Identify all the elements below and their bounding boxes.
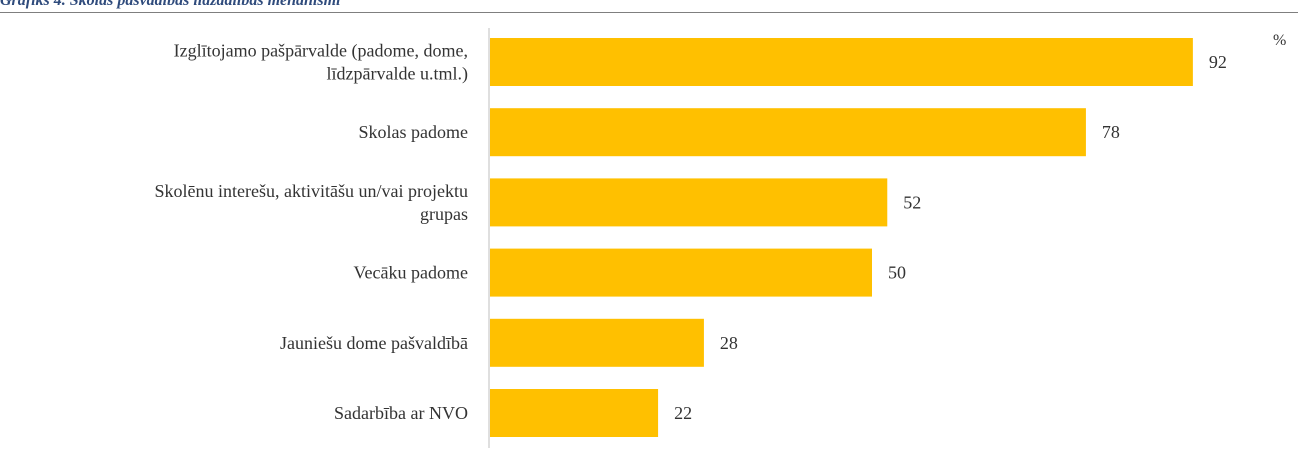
value-labels-group: 92 78 52 50 28 22 — [674, 52, 1227, 423]
category-label-3-line-0: Vecāku padome — [354, 263, 468, 283]
bar-1 — [490, 108, 1086, 157]
category-label-4-line-0: Jauniešu dome pašvaldībā — [280, 333, 468, 353]
value-label-5: 22 — [674, 403, 692, 423]
category-labels-group: Izglītojamo pašpārvalde (padome, dome, lī… — [155, 41, 468, 424]
title-underline — [0, 12, 1298, 13]
bar-2 — [490, 178, 888, 227]
category-label-3: Vecāku padome — [354, 263, 468, 283]
chart-title: Grafiks 4. Skolas pašvadības līdzdalības… — [0, 0, 341, 9]
category-label-0-line-0: Izglītojamo pašpārvalde (padome, dome, — [174, 41, 468, 62]
category-label-1: Skolas padome — [359, 122, 469, 142]
category-label-0-line-1: līdzpārvalde u.tml.) — [327, 64, 468, 85]
value-label-4: 28 — [720, 333, 738, 353]
bar-4 — [490, 318, 704, 367]
category-label-5: Sadarbība ar NVO — [334, 403, 468, 423]
category-label-2-line-1: grupas — [420, 204, 468, 224]
bars-group — [490, 38, 1193, 437]
category-label-1-line-0: Skolas padome — [359, 122, 469, 142]
category-label-5-line-0: Sadarbība ar NVO — [334, 403, 468, 423]
unit-label: % — [1273, 32, 1286, 49]
value-label-3: 50 — [888, 263, 906, 283]
bar-3 — [490, 248, 872, 297]
bar-5 — [490, 389, 659, 437]
category-label-0: Izglītojamo pašpārvalde (padome, dome, lī… — [174, 41, 468, 85]
category-label-2-line-0: Skolēnu interešu, aktivitāšu un/vai proj… — [155, 181, 468, 201]
value-label-0: 92 — [1209, 52, 1227, 72]
value-label-2: 52 — [903, 192, 921, 212]
bar-0 — [490, 38, 1193, 86]
category-label-2: Skolēnu interešu, aktivitāšu un/vai proj… — [155, 181, 468, 224]
value-label-1: 78 — [1102, 122, 1120, 142]
category-label-4: Jauniešu dome pašvaldībā — [280, 333, 468, 353]
